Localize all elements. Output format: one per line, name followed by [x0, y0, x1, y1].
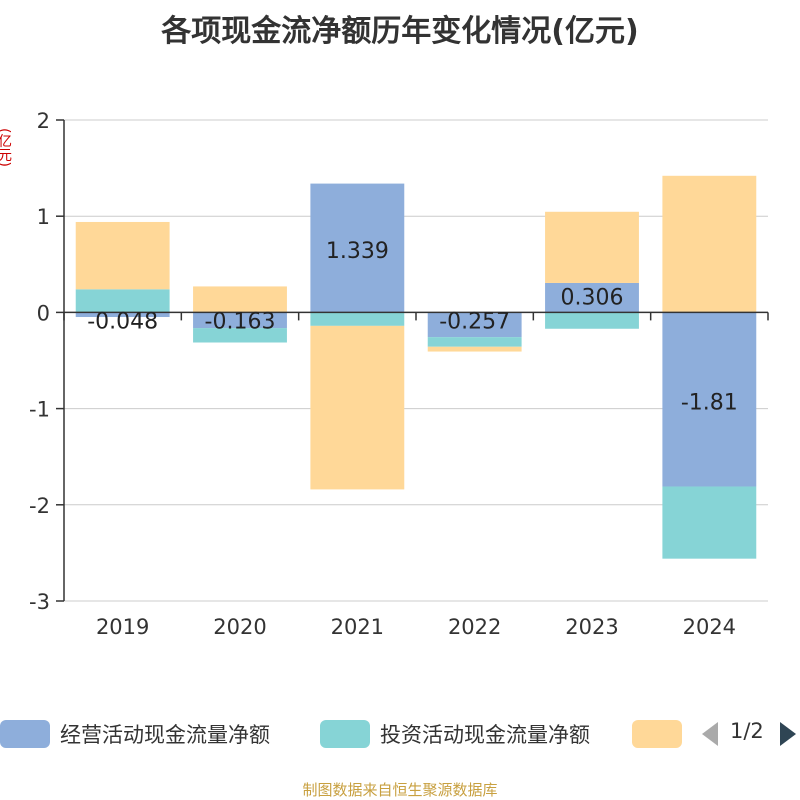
data-source: 制图数据来自恒生聚源数据库 — [302, 781, 498, 799]
bar-2021-series-1 — [310, 312, 405, 326]
legend-page-indicator: 1/2 — [730, 719, 764, 743]
y-tick-label: 0 — [37, 301, 50, 325]
legend-label-investing: 投资活动现金流量净额 — [380, 723, 590, 747]
bar-2019-series-1 — [75, 289, 170, 313]
legend-swatch-operating — [0, 720, 50, 748]
x-tick-label-2021: 2021 — [331, 615, 384, 639]
y-tick-label: -2 — [29, 494, 50, 518]
data-label-2022: -0.257 — [439, 309, 510, 334]
x-tick-label-2019: 2019 — [96, 615, 149, 639]
y-tick-label: 2 — [37, 109, 50, 133]
data-label-2023: 0.306 — [561, 285, 624, 310]
data-label-2019: -0.048 — [87, 309, 158, 334]
y-tick-label: -1 — [29, 398, 50, 422]
bar-2023-series-0 — [545, 282, 639, 313]
bar-2022-series-1 — [427, 337, 522, 347]
data-label-2024: -1.81 — [681, 390, 738, 415]
bar-2023-series-1 — [545, 312, 639, 329]
x-tick-label-2023: 2023 — [565, 615, 618, 639]
y-tick-label: 1 — [37, 205, 50, 229]
legend-pager: 1/2 — [700, 716, 800, 750]
y-tick-label: -3 — [29, 590, 50, 614]
legend-prev-page-icon[interactable] — [702, 722, 718, 746]
bar-2020-series-1 — [193, 328, 287, 343]
y-axis-unit: (亿元) — [0, 128, 12, 167]
data-label-2020: -0.163 — [205, 309, 276, 334]
legend-next-page-icon[interactable] — [780, 722, 796, 746]
chart-title: 各项现金流净额历年变化情况(亿元) — [161, 14, 639, 49]
data-label-2021: 1.339 — [326, 239, 389, 264]
bar-2024-series-2 — [662, 175, 757, 313]
legend-item-third[interactable] — [632, 720, 692, 748]
bar-2019-series-0 — [75, 312, 170, 318]
bar-2024-series-1 — [662, 486, 757, 559]
x-tick-label-2024: 2024 — [683, 615, 736, 639]
x-tick-label-2020: 2020 — [213, 615, 266, 639]
bar-2020-series-2 — [193, 286, 287, 313]
bar-2023-series-2 — [545, 211, 639, 283]
bar-2021-series-2 — [310, 325, 405, 490]
legend-item-investing[interactable]: 投资活动现金流量净额 — [320, 720, 590, 748]
legend: 经营活动现金流量净额 投资活动现金流量净额 1/2 — [0, 716, 800, 750]
legend-item-operating[interactable]: 经营活动现金流量净额 — [0, 720, 270, 748]
bar-2020-series-0 — [193, 312, 287, 329]
bar-2021-series-0 — [310, 183, 405, 313]
legend-label-operating: 经营活动现金流量净额 — [60, 723, 270, 747]
bar-2022-series-2 — [427, 346, 522, 352]
legend-swatch-investing — [320, 720, 370, 748]
x-tick-label-2022: 2022 — [448, 615, 501, 639]
bar-2019-series-2 — [75, 221, 170, 290]
bar-2022-series-0 — [427, 312, 522, 338]
legend-swatch-third — [632, 720, 682, 748]
bar-2024-series-0 — [662, 312, 757, 487]
